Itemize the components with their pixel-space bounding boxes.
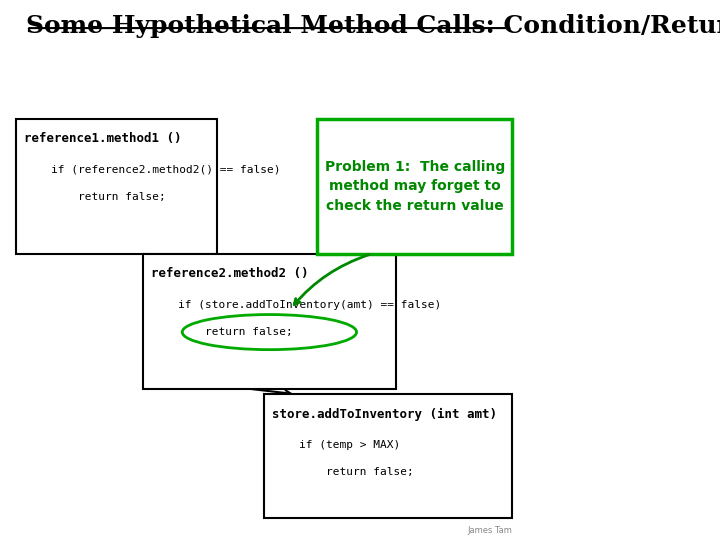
Text: reference2.method2 (): reference2.method2 () <box>150 267 308 280</box>
Text: return false;: return false; <box>150 327 292 337</box>
Text: store.addToInventory (int amt): store.addToInventory (int amt) <box>272 408 497 421</box>
Text: return false;: return false; <box>24 192 166 202</box>
FancyBboxPatch shape <box>16 119 217 254</box>
Text: James Tam: James Tam <box>467 525 513 535</box>
Text: Problem 1:  The calling
method may forget to
check the return value: Problem 1: The calling method may forget… <box>325 160 505 213</box>
FancyBboxPatch shape <box>143 254 396 389</box>
Text: Some Hypothetical Method Calls: Condition/Return: Some Hypothetical Method Calls: Conditio… <box>27 14 720 37</box>
Text: if (temp > MAX): if (temp > MAX) <box>272 440 400 450</box>
FancyBboxPatch shape <box>317 119 513 254</box>
Text: if (store.addToInventory(amt) == false): if (store.addToInventory(amt) == false) <box>150 300 441 310</box>
Text: reference1.method1 (): reference1.method1 () <box>24 132 181 145</box>
Text: if (reference2.method2() == false): if (reference2.method2() == false) <box>24 165 280 175</box>
Text: return false;: return false; <box>272 467 414 477</box>
FancyBboxPatch shape <box>264 394 513 518</box>
